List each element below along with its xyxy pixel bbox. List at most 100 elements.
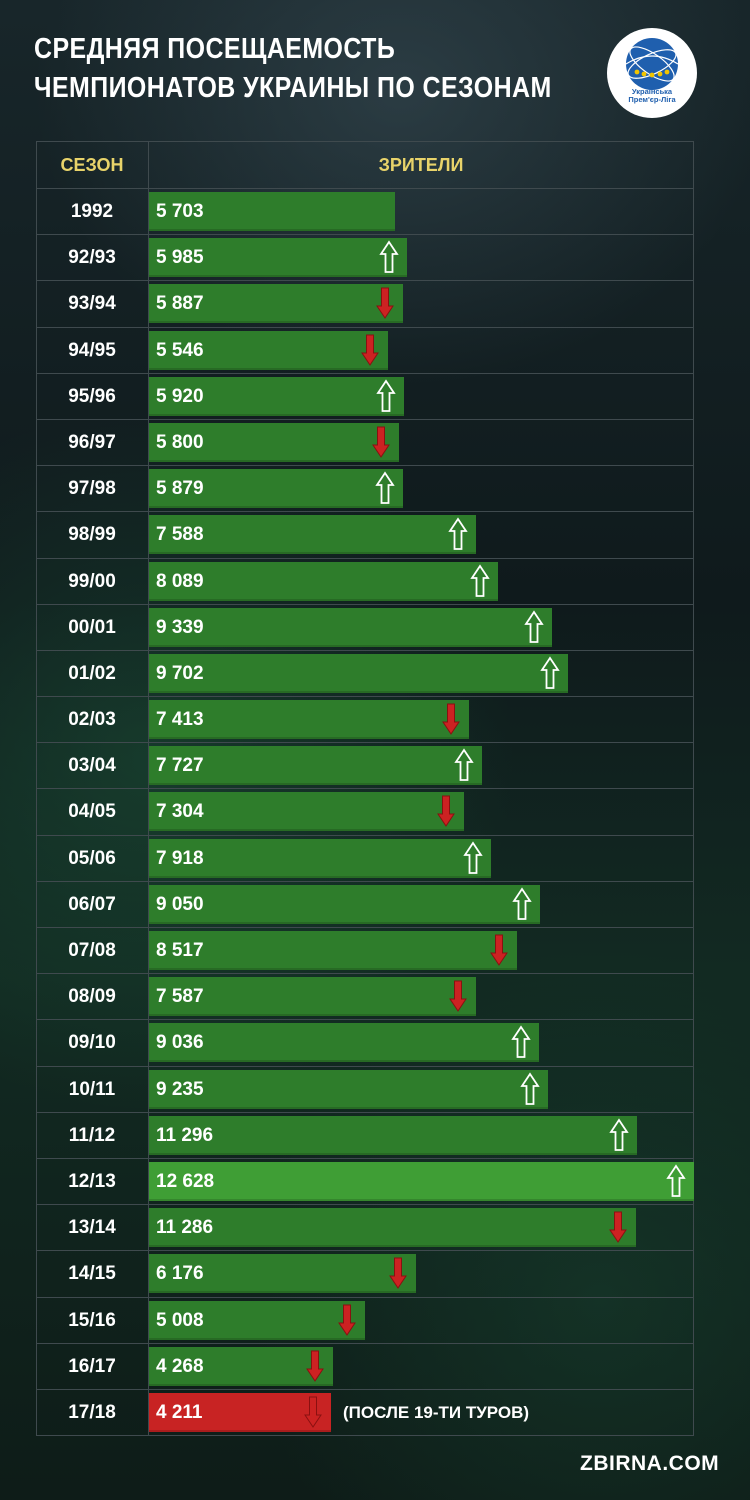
attendance-value-label: 12 628 — [156, 1170, 215, 1192]
arrow-up-icon — [524, 610, 544, 644]
season-label: 94/95 — [68, 339, 116, 361]
attendance-value-label: 7 588 — [156, 524, 204, 546]
season-label: 00/01 — [68, 616, 116, 638]
season-label: 97/98 — [68, 478, 116, 500]
table-row: 1992 5 703 — [36, 189, 694, 236]
attendance-bar — [149, 376, 404, 416]
arrow-down-icon — [436, 794, 456, 828]
attendance-value-label: 5 879 — [156, 478, 204, 500]
season-label: 01/02 — [68, 662, 116, 684]
arrow-down-icon — [441, 702, 461, 736]
season-label: 04/05 — [68, 801, 116, 823]
attendance-value-label: 9 339 — [156, 616, 204, 638]
season-label: 93/94 — [68, 293, 116, 315]
attendance-bar — [149, 607, 552, 647]
arrow-down-icon — [608, 1210, 628, 1244]
arrow-up-icon — [511, 1025, 531, 1059]
season-label: 13/14 — [68, 1217, 116, 1239]
table-row: 05/06 7 918 — [36, 836, 694, 882]
table-row: 00/01 9 339 — [36, 605, 694, 651]
table-row: 07/08 8 517 — [36, 928, 694, 975]
table-row: 92/93 5 985 — [36, 235, 694, 282]
season-label: 07/08 — [68, 940, 116, 961]
table-row: 98/99 7 588 — [36, 512, 694, 559]
attendance-bar — [149, 192, 395, 231]
table-row: 14/15 6 176 — [36, 1251, 694, 1298]
league-logo: Українська Прем'єр-Ліга — [607, 28, 697, 118]
table-border-left — [36, 141, 37, 1435]
season-label: 16/17 — [68, 1355, 116, 1377]
attendance-value-label: 5 703 — [156, 201, 204, 222]
attendance-value-label: 9 235 — [156, 1078, 204, 1100]
attendance-bar — [149, 792, 464, 832]
attendance-bar — [149, 1208, 636, 1248]
attendance-value-label: 11 296 — [156, 1124, 214, 1146]
arrow-down-icon — [303, 1395, 323, 1429]
season-label: 15/16 — [68, 1309, 116, 1331]
annotation-note: (ПОСЛЕ 19-ТИ ТУРОВ) — [343, 1402, 530, 1422]
attendance-bar — [149, 1115, 637, 1155]
attendance-bar — [149, 515, 476, 555]
season-label: 09/10 — [68, 1032, 116, 1054]
season-label: 96/97 — [68, 431, 116, 453]
arrow-up-icon — [470, 563, 490, 598]
table-row: 08/09 7 587 — [36, 974, 694, 1021]
table-body: 1992 5 703 92/93 5 985 93/94 5 887 94/95 5 546 9… — [36, 189, 694, 1437]
attendance-value-label: 4 268 — [156, 1355, 204, 1377]
season-label: 08/09 — [68, 986, 116, 1008]
arrow-up-icon — [666, 1164, 686, 1198]
arrow-down-icon — [360, 333, 380, 367]
arrow-down-icon — [305, 1349, 325, 1383]
attendance-value-label: 7 727 — [156, 755, 204, 777]
attendance-value-label: 11 286 — [156, 1217, 214, 1239]
attendance-bar — [149, 1254, 416, 1294]
attendance-value-label: 7 304 — [156, 801, 204, 823]
attendance-value-label: 6 176 — [156, 1263, 204, 1285]
table-row: 96/97 5 800 — [36, 420, 694, 467]
season-label: 95/96 — [68, 385, 116, 407]
table-row: 10/11 9 235 — [36, 1067, 694, 1113]
arrow-down-icon — [337, 1303, 357, 1337]
source-credit: ZBIRNA.COM — [580, 1452, 720, 1475]
season-label: 03/04 — [68, 755, 116, 777]
arrow-up-icon — [609, 1118, 629, 1152]
arrow-down-icon — [375, 286, 395, 320]
attendance-value-label: 5 920 — [156, 385, 204, 407]
attendance-bar — [149, 469, 403, 509]
arrow-down-icon — [388, 1256, 408, 1290]
attendance-bar — [149, 653, 568, 693]
table-row: 15/16 5 008 — [36, 1298, 694, 1344]
attendance-table: СЕЗОН ЗРИТЕЛИ 1992 5 703 92/93 5 985 93/94 5 … — [36, 141, 694, 1437]
league-emblem-icon — [625, 38, 679, 90]
season-label: 14/15 — [68, 1263, 116, 1285]
table-row: 04/05 7 304 — [36, 789, 694, 836]
season-label: 17/18 — [68, 1401, 116, 1423]
attendance-bar — [149, 561, 498, 601]
title-line-2: ЧЕМПИОНАТОВ УКРАИНЫ ПО СЕЗОНАМ — [34, 72, 552, 104]
page-title: СРЕДНЯЯ ПОСЕЩАЕМОСТЬ ЧЕМПИОНАТОВ УКРАИНЫ… — [34, 30, 552, 108]
attendance-value-label: 8 089 — [156, 570, 204, 592]
table-row: 17/18 4 211 (ПОСЛЕ 19-ТИ ТУРОВ) — [36, 1390, 694, 1437]
season-label: 99/00 — [68, 570, 116, 592]
table-row: 11/12 11 296 — [36, 1113, 694, 1159]
table-row: 93/94 5 887 — [36, 281, 694, 328]
attendance-value-label: 9 702 — [156, 662, 204, 684]
arrow-up-icon — [448, 517, 468, 551]
table-row: 94/95 5 546 — [36, 328, 694, 374]
attendance-value-label: 5 887 — [156, 293, 204, 315]
table-border-right — [693, 141, 694, 1435]
season-label: 10/11 — [68, 1078, 116, 1100]
attendance-bar — [149, 931, 517, 970]
attendance-bar — [149, 884, 540, 924]
arrow-down-icon — [489, 933, 509, 967]
attendance-bar — [149, 977, 476, 1017]
table-row: 13/14 11 286 — [36, 1205, 694, 1252]
attendance-bar — [149, 1069, 548, 1109]
attendance-bar — [149, 700, 469, 740]
table-header: СЕЗОН ЗРИТЕЛИ — [36, 141, 694, 189]
arrow-up-icon — [375, 471, 395, 505]
season-column-header: СЕЗОН — [60, 155, 124, 175]
table-row: 02/03 7 413 — [36, 697, 694, 744]
attendance-bar — [149, 1300, 365, 1340]
